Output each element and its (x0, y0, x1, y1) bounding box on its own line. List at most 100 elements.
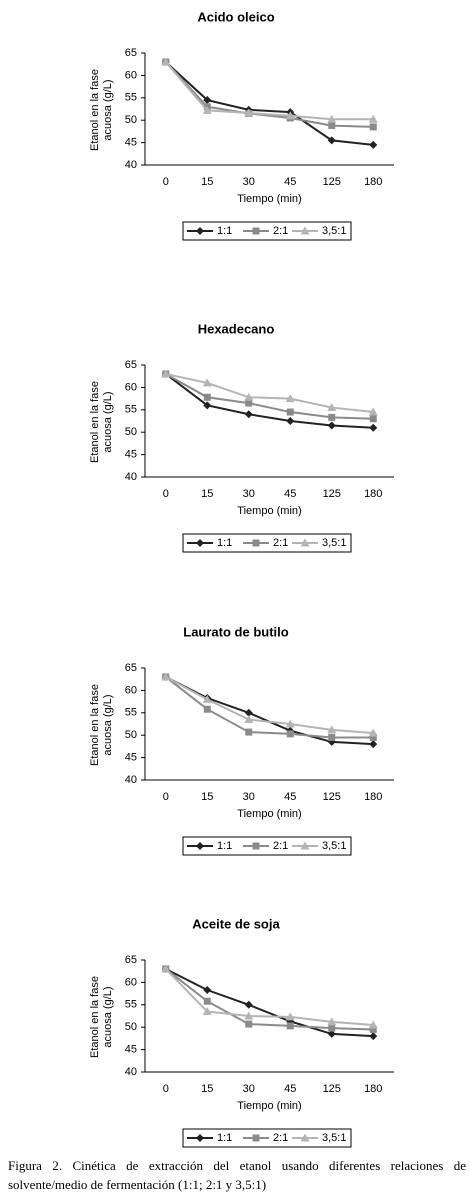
x-tick-label: 30 (243, 176, 255, 188)
legend-box (182, 221, 352, 241)
y-axis-label: Etanol en la fase (89, 381, 101, 463)
x-tick-label: 125 (323, 791, 341, 803)
series-line (165, 61, 374, 146)
y-tick-label: 60 (125, 69, 137, 81)
y-tick-label: 60 (125, 381, 137, 393)
marker (300, 538, 310, 547)
y-tick-label: 60 (125, 976, 137, 988)
marker (202, 694, 212, 703)
marker (327, 114, 337, 123)
marker (369, 123, 377, 131)
y-tick-label: 55 (125, 404, 137, 416)
series-line (165, 968, 374, 1026)
marker (244, 392, 254, 401)
marker (300, 1133, 310, 1142)
marker (328, 122, 336, 130)
marker (328, 733, 336, 741)
series-line (165, 676, 374, 739)
marker (300, 841, 310, 850)
x-tick-label: 30 (243, 1083, 255, 1095)
x-tick-label: 0 (163, 176, 169, 188)
marker (203, 393, 211, 401)
legend-label: 3,5:1 (322, 537, 346, 549)
legend-label: 2:1 (273, 537, 288, 549)
y-tick-label: 65 (125, 954, 137, 966)
marker (300, 226, 310, 235)
x-tick-label: 125 (323, 488, 341, 500)
marker (252, 539, 260, 547)
y-tick-label: 50 (125, 426, 137, 438)
marker (203, 96, 212, 105)
y-tick-label: 45 (125, 449, 137, 461)
caption: Figura 2. Cinética de extracción del eta… (8, 1158, 466, 1192)
x-tick-label: 0 (163, 791, 169, 803)
y-axis-label: acuosa (g/L) (102, 694, 114, 755)
chart-title: Laurato de butilo (183, 624, 289, 639)
y-tick-label: 40 (125, 774, 137, 786)
y-tick-label: 55 (125, 92, 137, 104)
x-tick-label: 45 (284, 1083, 296, 1095)
series-line (165, 61, 374, 128)
marker (161, 672, 171, 681)
legend-label: 3,5:1 (322, 840, 346, 852)
legend-label: 3,5:1 (322, 1132, 346, 1144)
series-line (165, 676, 374, 734)
x-tick-label: 0 (163, 1083, 169, 1095)
legend-label: 1:1 (217, 1132, 232, 1144)
marker (203, 705, 211, 713)
marker (244, 1011, 254, 1020)
marker (369, 140, 378, 149)
y-axis-label: Etanol en la fase (89, 684, 101, 766)
y-tick-label: 50 (125, 729, 137, 741)
marker (285, 394, 295, 403)
series-line (165, 373, 374, 420)
x-tick-label: 125 (323, 1083, 341, 1095)
legend-box (182, 836, 352, 856)
marker (252, 227, 260, 235)
marker (285, 719, 295, 728)
marker (245, 728, 253, 736)
marker (327, 737, 336, 746)
marker (203, 401, 212, 410)
chart: Aceite de soja Etanol en la fase acuosa (g… (89, 916, 394, 1148)
x-tick-label: 180 (364, 1083, 382, 1095)
y-tick-label: 45 (125, 137, 137, 149)
legend-label: 1:1 (217, 225, 232, 237)
marker (161, 369, 171, 378)
series-line (165, 676, 374, 746)
legend-label: 1:1 (217, 537, 232, 549)
marker (286, 408, 294, 416)
marker (245, 1020, 253, 1028)
y-tick-label: 40 (125, 471, 137, 483)
x-tick-label: 45 (284, 488, 296, 500)
chart-title: Acido oleico (197, 9, 274, 24)
marker (202, 1007, 212, 1016)
y-tick-label: 50 (125, 114, 137, 126)
x-tick-label: 125 (323, 176, 341, 188)
series-line (165, 968, 374, 1038)
marker (369, 1032, 378, 1041)
legend-label: 2:1 (273, 225, 288, 237)
marker (286, 730, 294, 738)
legend-box (182, 533, 352, 553)
marker (161, 964, 171, 973)
marker (327, 1017, 337, 1026)
y-axis-label: Etanol en la fase (89, 69, 101, 151)
marker (327, 421, 336, 430)
x-tick-label: 45 (284, 791, 296, 803)
chart-title: Hexadecano (198, 321, 275, 336)
marker (244, 715, 254, 724)
marker (244, 108, 254, 117)
marker (369, 415, 377, 423)
x-axis-label: Tiempo (min) (237, 193, 301, 205)
marker (203, 986, 212, 995)
y-tick-label: 45 (125, 752, 137, 764)
marker (368, 407, 378, 416)
series-line (165, 372, 374, 414)
marker (328, 1024, 336, 1032)
chart: Hexadecano Etanol en la fase acuosa (g/L) 4… (89, 321, 394, 553)
x-tick-label: 15 (201, 791, 213, 803)
marker (369, 1025, 377, 1033)
chart-title: Aceite de soja (192, 916, 280, 931)
